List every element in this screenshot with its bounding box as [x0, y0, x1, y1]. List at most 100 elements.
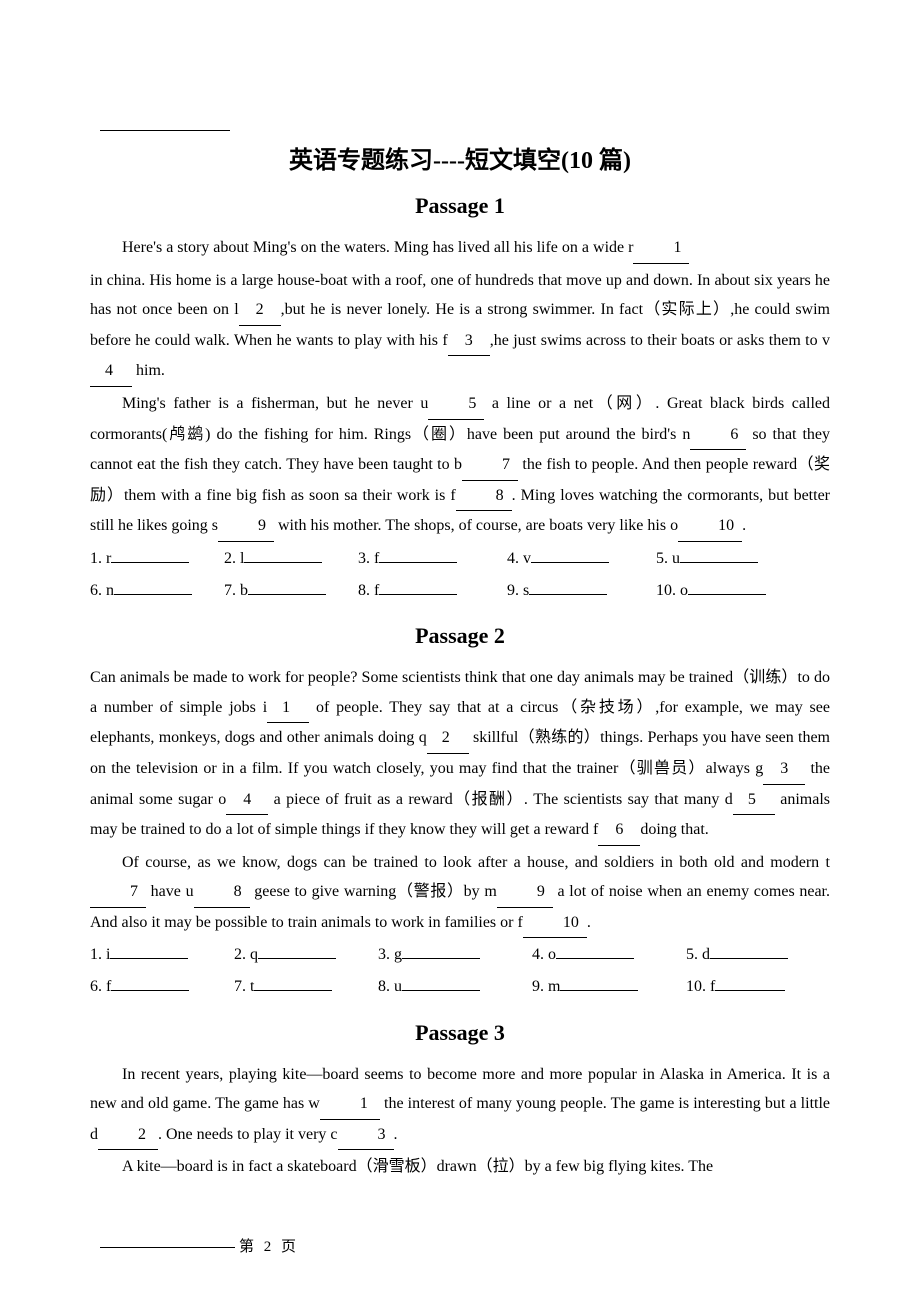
blank-1: 1 — [267, 693, 309, 724]
answer-blank — [379, 594, 457, 595]
text: Ming's father is a fisherman, but he nev… — [122, 395, 428, 412]
answer-blank — [114, 594, 192, 595]
answer-item: 10. o — [656, 576, 766, 606]
passage-2-answers-row-2: 6. f 7. t 8. u 9. m 10. f — [90, 972, 830, 1002]
passage-1-title: Passage 1 — [90, 193, 830, 219]
answer-item: 5. u — [656, 544, 758, 574]
blank-9: 9 — [218, 511, 274, 542]
answer-blank — [379, 562, 457, 563]
answer-blank — [111, 562, 189, 563]
answer-blank — [248, 594, 326, 595]
passage-3-title: Passage 3 — [90, 1020, 830, 1046]
answer-item: 4. o — [532, 940, 682, 970]
answer-blank — [531, 562, 609, 563]
answer-item: 6. n — [90, 576, 220, 606]
passage-1-answers-row-1: 1. r 2. l 3. f 4. v 5. u — [90, 544, 830, 574]
blank-4: 4 — [226, 785, 268, 816]
blank-2: 2 — [239, 295, 281, 326]
passage-1-para-1: Here's a story about Ming's on the water… — [90, 233, 830, 264]
answer-blank — [556, 958, 634, 959]
text: A kite—board is in fact a skateboard（滑雪板… — [122, 1158, 713, 1175]
text: . One needs to play it very c — [158, 1126, 338, 1143]
blank-7: 7 — [90, 877, 146, 908]
blank-1: 1 — [320, 1089, 380, 1120]
blank-8: 8 — [194, 877, 250, 908]
answer-label: 1. r — [90, 544, 111, 574]
blank-4: 4 — [90, 356, 132, 387]
answer-label: 4. o — [532, 940, 556, 970]
text: doing that. — [640, 821, 708, 838]
blank-10: 10 — [523, 908, 587, 939]
answer-blank — [258, 958, 336, 959]
blank-10: 10 — [678, 511, 742, 542]
answer-blank — [244, 562, 322, 563]
text: Here's a story about Ming's on the water… — [122, 239, 633, 256]
answer-blank — [710, 958, 788, 959]
text: Of course, as we know, dogs can be train… — [122, 854, 830, 871]
answer-blank — [110, 958, 188, 959]
blank-6: 6 — [598, 815, 640, 846]
text: him. — [132, 362, 165, 379]
answer-blank — [688, 594, 766, 595]
answer-item: 9. m — [532, 972, 682, 1002]
answer-label: 10. o — [656, 576, 688, 606]
page-content: 英语专题练习----短文填空(10 篇) Passage 1 Here's a … — [0, 0, 920, 1244]
answer-item: 7. b — [224, 576, 354, 606]
answer-item: 2. l — [224, 544, 354, 574]
passage-3-para-1: In recent years, playing kite—board seem… — [90, 1060, 830, 1151]
answer-item: 7. t — [234, 972, 374, 1002]
answer-item: 1. i — [90, 940, 230, 970]
answer-label: 3. f — [358, 544, 379, 574]
footer-page-number: 第 2 页 — [239, 1239, 299, 1255]
answer-label: 8. f — [358, 576, 379, 606]
text: have u — [146, 883, 194, 900]
answer-item: 10. f — [686, 972, 785, 1002]
answer-item: 3. f — [358, 544, 503, 574]
text: geese to give warning（警报）by m — [250, 883, 497, 900]
answer-label: 2. q — [234, 940, 258, 970]
answer-label: 9. s — [507, 576, 529, 606]
blank-9: 9 — [497, 877, 553, 908]
answer-blank — [254, 990, 332, 991]
passage-2-para-1: Can animals be made to work for people? … — [90, 663, 830, 846]
answer-item: 8. f — [358, 576, 503, 606]
answer-item: 2. q — [234, 940, 374, 970]
answer-item: 6. f — [90, 972, 230, 1002]
blank-3: 3 — [763, 754, 805, 785]
answer-label: 3. g — [378, 940, 402, 970]
passage-3-para-2: A kite—board is in fact a skateboard（滑雪板… — [90, 1152, 830, 1182]
text: ,he just swims across to their boats or … — [490, 332, 830, 349]
answer-label: 6. f — [90, 972, 111, 1002]
passage-2-para-2: Of course, as we know, dogs can be train… — [90, 848, 830, 939]
answer-item: 5. d — [686, 940, 788, 970]
text: with his mother. The shops, of course, a… — [274, 517, 678, 534]
passage-2-answers-row-1: 1. i 2. q 3. g 4. o 5. d — [90, 940, 830, 970]
blank-8: 8 — [456, 481, 512, 512]
blank-1: 1 — [633, 233, 689, 264]
blank-6: 6 — [690, 420, 746, 451]
page-footer: 第 2 页 — [100, 1235, 820, 1256]
blank-2: 2 — [427, 723, 469, 754]
passage-1-answers-row-2: 6. n 7. b 8. f 9. s 10. o — [90, 576, 830, 606]
text: . — [742, 517, 746, 534]
answer-item: 3. g — [378, 940, 528, 970]
answer-blank — [680, 562, 758, 563]
blank-5: 5 — [733, 785, 775, 816]
answer-label: 9. m — [532, 972, 560, 1002]
answer-label: 7. b — [224, 576, 248, 606]
text: . — [394, 1126, 398, 1143]
answer-label: 8. u — [378, 972, 402, 1002]
answer-item: 4. v — [507, 544, 652, 574]
text: a piece of fruit as a reward（报酬）. The sc… — [268, 791, 733, 808]
answer-label: 7. t — [234, 972, 254, 1002]
blank-7: 7 — [462, 450, 518, 481]
answer-blank — [402, 958, 480, 959]
passage-2-title: Passage 2 — [90, 623, 830, 649]
answer-item: 9. s — [507, 576, 652, 606]
answer-item: 1. r — [90, 544, 220, 574]
passage-1-para-2: Ming's father is a fisherman, but he nev… — [90, 389, 830, 542]
answer-label: 10. f — [686, 972, 715, 1002]
answer-blank — [529, 594, 607, 595]
answer-blank — [715, 990, 785, 991]
blank-3: 3 — [448, 326, 490, 357]
